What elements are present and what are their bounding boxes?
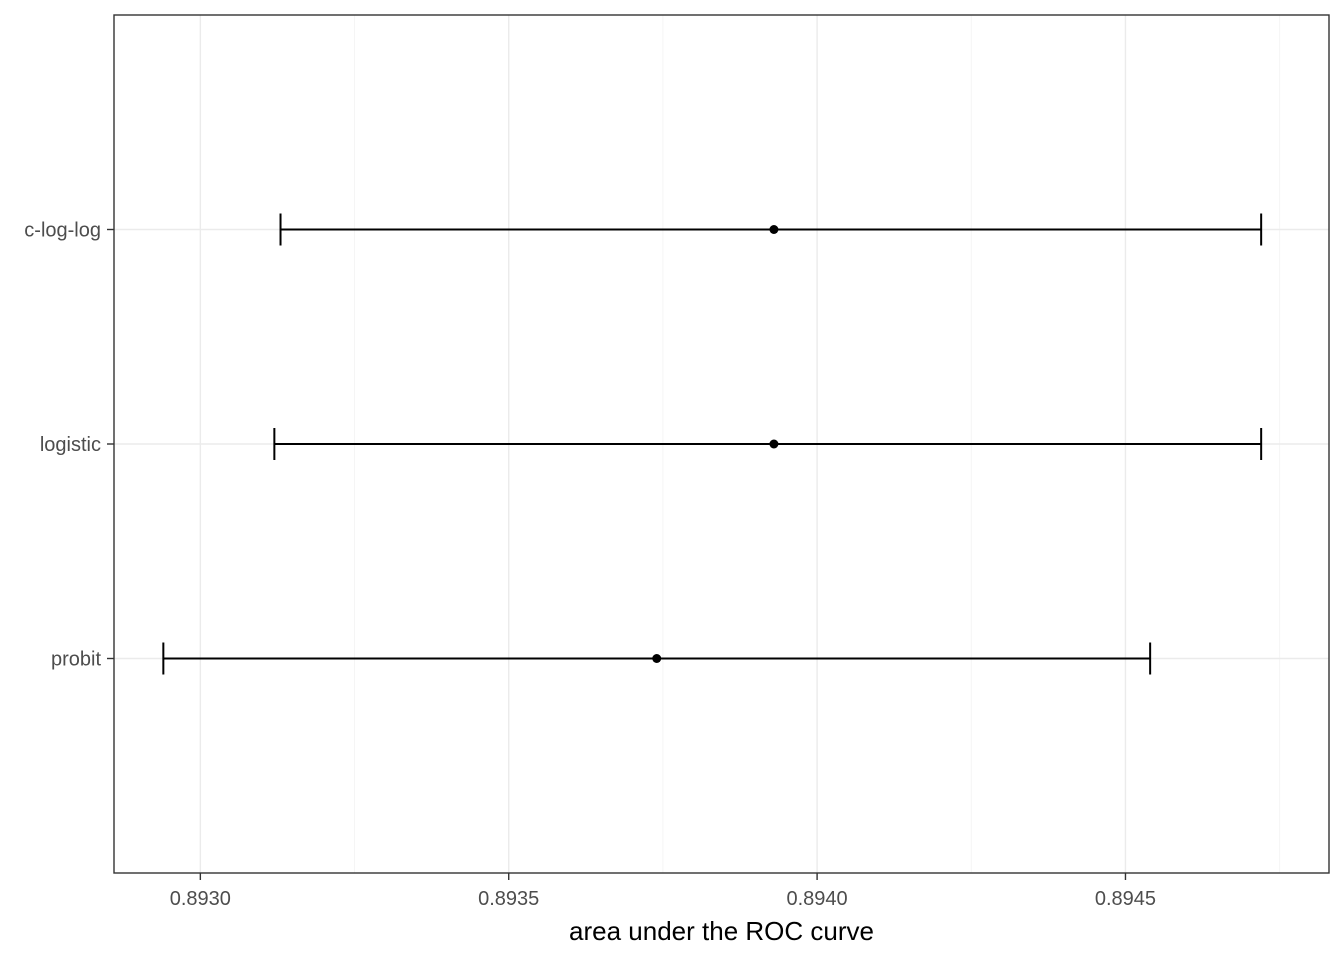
- axis-tick-labels: 0.8930 0.8935 0.8940 0.8945 probit logistic c-…: [24, 220, 1156, 911]
- y-tick-label: c-log-log: [24, 220, 101, 242]
- point-c-log-log: [769, 225, 779, 234]
- data-marks: [162, 213, 1263, 675]
- x-tick-label: 0.8930: [170, 888, 231, 910]
- point-probit: [652, 654, 662, 663]
- y-tick-label: probit: [51, 649, 101, 671]
- x-tick-label: 0.8945: [1095, 888, 1156, 910]
- axis-ticks: [107, 228, 1127, 880]
- x-tick-label: 0.8940: [787, 888, 848, 910]
- x-tick-label: 0.8935: [478, 888, 539, 910]
- x-axis-title: area under the ROC curve: [569, 916, 874, 946]
- y-tick-label: logistic: [40, 434, 101, 456]
- point-logistic: [769, 439, 779, 449]
